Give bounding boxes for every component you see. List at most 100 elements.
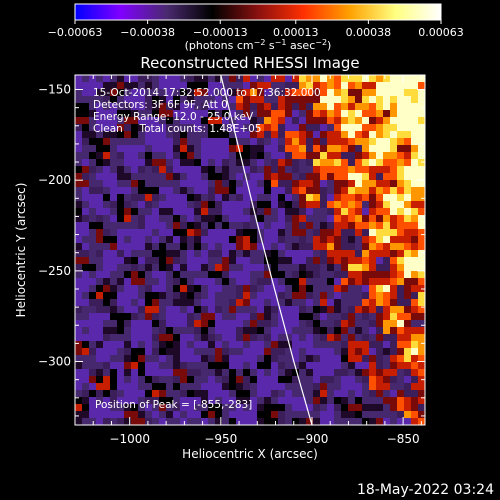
heatmap-cell <box>236 138 244 146</box>
heatmap-cell <box>145 264 153 272</box>
heatmap-cell <box>313 82 321 90</box>
heatmap-cell <box>159 103 167 111</box>
heatmap-cell <box>320 278 328 286</box>
heatmap-cell <box>236 411 244 419</box>
heatmap-cell <box>96 194 104 202</box>
heatmap-cell <box>89 75 97 83</box>
heatmap-cell <box>173 369 181 377</box>
heatmap-cell <box>348 124 356 132</box>
heatmap-cell <box>208 194 216 202</box>
heatmap-cell <box>390 159 398 167</box>
heatmap-cell <box>334 271 342 279</box>
heatmap-cell <box>117 243 125 251</box>
heatmap-cell <box>117 278 125 286</box>
heatmap-cell <box>166 306 174 314</box>
heatmap-cell <box>362 313 370 321</box>
heatmap-cell <box>138 418 146 425</box>
heatmap-cell <box>201 397 209 405</box>
heatmap-cell <box>96 320 104 328</box>
heatmap-cell <box>138 82 146 90</box>
heatmap-cell <box>208 334 216 342</box>
heatmap-cell <box>383 110 391 118</box>
heatmap-cell <box>215 292 223 300</box>
heatmap-cell <box>180 215 188 223</box>
heatmap-cell <box>166 278 174 286</box>
heatmap-cell <box>285 404 293 412</box>
heatmap-cell <box>222 117 230 125</box>
heatmap-cell <box>222 362 230 370</box>
heatmap-cell <box>355 306 363 314</box>
heatmap-cell <box>166 215 174 223</box>
heatmap-cell <box>299 243 307 251</box>
heatmap-cell <box>75 278 83 286</box>
heatmap-cell <box>187 397 195 405</box>
heatmap-cell <box>411 320 419 328</box>
heatmap-cell <box>334 159 342 167</box>
heatmap-cell <box>187 194 195 202</box>
heatmap-cell <box>334 411 342 419</box>
heatmap-cell <box>82 152 90 160</box>
heatmap-cell <box>334 369 342 377</box>
heatmap-cell <box>166 222 174 230</box>
heatmap-cell <box>397 243 405 251</box>
heatmap-cell <box>243 145 251 153</box>
heatmap-cell <box>411 264 419 272</box>
heatmap-cell <box>201 348 209 356</box>
heatmap-cell <box>376 334 384 342</box>
heatmap-cell <box>124 362 132 370</box>
heatmap-cell <box>404 320 412 328</box>
heatmap-cell <box>285 362 293 370</box>
heatmap-cell <box>383 159 391 167</box>
heatmap-cell <box>124 82 132 90</box>
heatmap-cell <box>208 313 216 321</box>
heatmap-cell <box>180 124 188 132</box>
heatmap-cell <box>124 159 132 167</box>
heatmap-cell <box>194 334 202 342</box>
heatmap-cell <box>180 243 188 251</box>
heatmap-cell <box>75 89 83 97</box>
heatmap-cell <box>404 299 412 307</box>
heatmap-cell <box>166 194 174 202</box>
heatmap-cell <box>117 397 125 405</box>
heatmap-cell <box>194 75 202 83</box>
heatmap-cell <box>397 250 405 258</box>
heatmap-cell <box>89 341 97 349</box>
heatmap-cell <box>96 264 104 272</box>
heatmap-cell <box>145 313 153 321</box>
heatmap-cell <box>243 229 251 237</box>
heatmap-cell <box>222 348 230 356</box>
heatmap-cell <box>411 257 419 265</box>
heatmap-cell <box>138 355 146 363</box>
heatmap-cell <box>110 334 118 342</box>
heatmap-cell <box>222 411 230 419</box>
heatmap-cell <box>173 313 181 321</box>
heatmap-cell <box>96 411 104 419</box>
heatmap-cell <box>236 390 244 398</box>
heatmap-cell <box>110 299 118 307</box>
heatmap-cell <box>278 376 286 384</box>
heatmap-cell <box>383 208 391 216</box>
heatmap-cell <box>257 243 265 251</box>
heatmap-cell <box>145 166 153 174</box>
heatmap-cell <box>229 89 237 97</box>
heatmap-cell <box>376 138 384 146</box>
heatmap-cell <box>362 96 370 104</box>
heatmap-cell <box>243 187 251 195</box>
heatmap-cell <box>327 208 335 216</box>
heatmap-cell <box>131 355 139 363</box>
heatmap-cell <box>278 124 286 132</box>
heatmap-cell <box>369 145 377 153</box>
heatmap-cell <box>383 229 391 237</box>
heatmap-cell <box>82 362 90 370</box>
heatmap-cell <box>376 369 384 377</box>
heatmap-cell <box>278 292 286 300</box>
heatmap-cell <box>369 341 377 349</box>
heatmap-cell <box>341 390 349 398</box>
heatmap-cell <box>306 271 314 279</box>
heatmap-cell <box>320 103 328 111</box>
heatmap-cell <box>341 243 349 251</box>
heatmap-cell <box>334 257 342 265</box>
heatmap-cell <box>75 348 83 356</box>
heatmap-cell <box>173 229 181 237</box>
heatmap-cell <box>264 306 272 314</box>
